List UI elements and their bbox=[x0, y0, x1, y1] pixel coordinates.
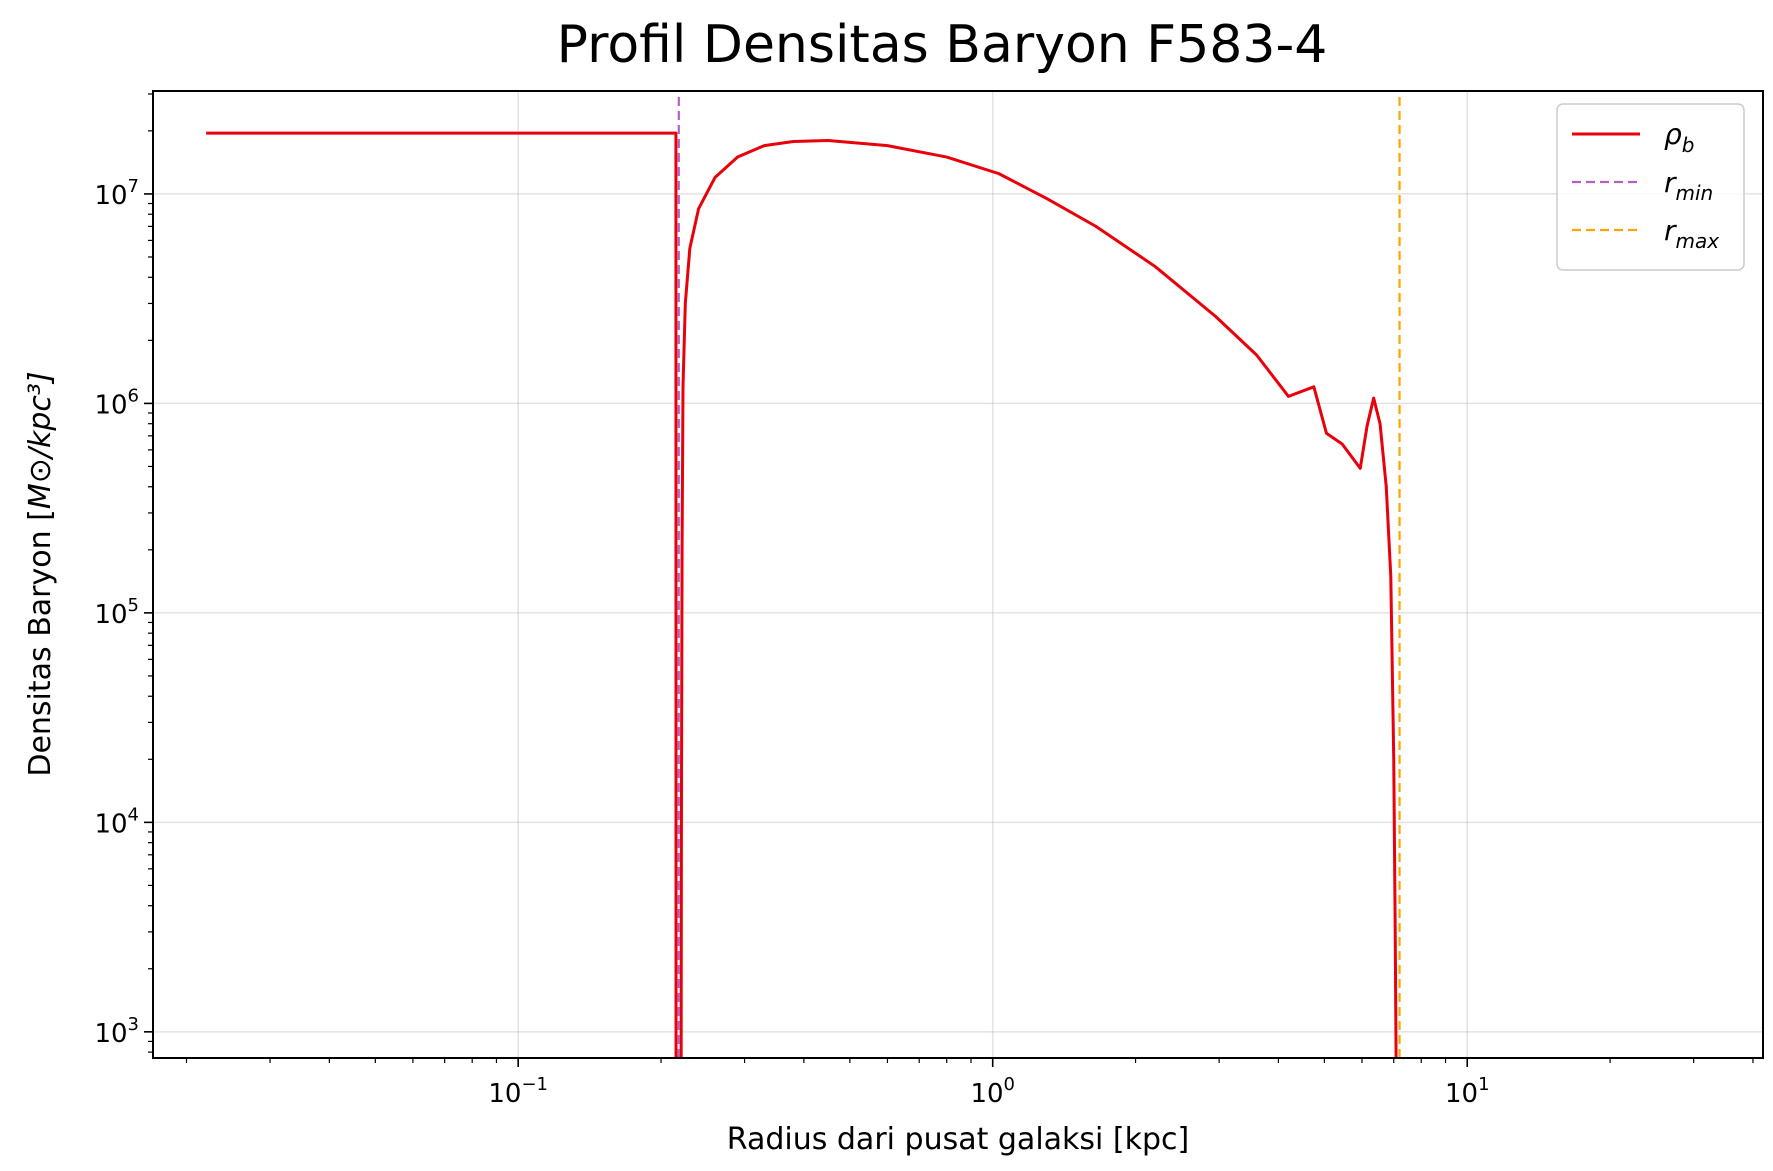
y-tick-base: 10 bbox=[94, 809, 127, 839]
x-axis-label: Radius dari pusat galaksi [kpc] bbox=[727, 1122, 1189, 1157]
y-tick-label: 106 bbox=[94, 385, 139, 420]
x-tick-label: 10−1 bbox=[488, 1074, 548, 1109]
grid-layer bbox=[153, 91, 1763, 1058]
legend-label: rmax bbox=[1664, 214, 1719, 253]
y-tick-base: 10 bbox=[94, 390, 127, 420]
x-tick-exponent: 1 bbox=[1478, 1074, 1489, 1095]
y-tick-base: 10 bbox=[94, 600, 127, 630]
y-axis-label: Densitas Baryon [M⊙/kpc³] bbox=[23, 371, 58, 776]
legend-label: rmin bbox=[1664, 166, 1713, 205]
series-line---b bbox=[206, 131, 1398, 1058]
y-tick-label: 103 bbox=[94, 1014, 139, 1049]
x-tick-base: 10 bbox=[970, 1079, 1003, 1109]
y-tick-label: 107 bbox=[94, 176, 139, 211]
legend-label: ρb bbox=[1664, 118, 1694, 157]
y-tick-base: 10 bbox=[94, 1019, 127, 1049]
x-tick-label: 101 bbox=[1445, 1074, 1490, 1109]
y-tick-label: 105 bbox=[94, 595, 139, 630]
legend-label-sub: b bbox=[1682, 133, 1695, 157]
x-tick-base: 10 bbox=[1445, 1079, 1478, 1109]
legend-label-main: r bbox=[1664, 166, 1677, 199]
x-tick-base: 10 bbox=[488, 1079, 521, 1109]
legend-label-sub: max bbox=[1676, 229, 1720, 253]
y-tick-label: 104 bbox=[94, 804, 139, 839]
legend-box bbox=[1556, 103, 1745, 271]
y-tick-exponent: 4 bbox=[128, 804, 139, 825]
y-tick-exponent: 7 bbox=[128, 176, 139, 197]
x-tick-exponent: −1 bbox=[521, 1074, 548, 1095]
y-axis-label-math: M⊙/kpc³] bbox=[23, 371, 58, 509]
legend-label-main: ρ bbox=[1664, 118, 1682, 151]
y-tick-exponent: 6 bbox=[128, 385, 139, 406]
y-axis-label-text: Densitas Baryon [ bbox=[23, 509, 58, 777]
y-tick-base: 10 bbox=[94, 181, 127, 211]
legend-label-sub: min bbox=[1676, 181, 1714, 205]
x-tick-exponent: 0 bbox=[1004, 1074, 1015, 1095]
y-tick-exponent: 3 bbox=[128, 1014, 139, 1035]
y-tick-exponent: 5 bbox=[128, 595, 139, 616]
x-tick-label: 100 bbox=[970, 1074, 1015, 1109]
axes-frame bbox=[152, 90, 1764, 1059]
series-layer bbox=[206, 91, 1401, 1058]
legend-label-main: r bbox=[1664, 214, 1677, 247]
chart-title: Profil Densitas Baryon F583-4 bbox=[557, 15, 1328, 75]
